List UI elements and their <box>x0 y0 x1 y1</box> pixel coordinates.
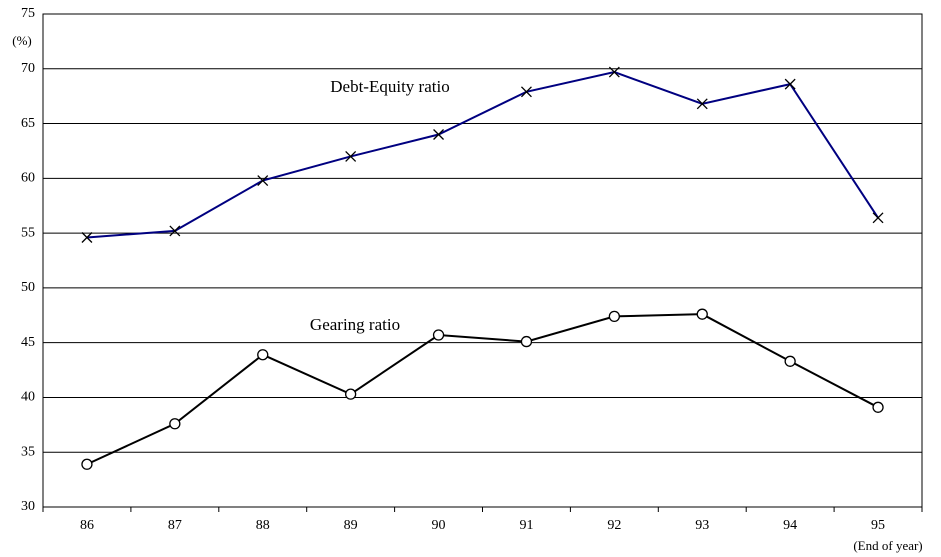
marker <box>345 150 357 162</box>
line <box>86 313 879 466</box>
marker <box>169 225 181 237</box>
marker <box>784 78 796 90</box>
marker <box>432 329 445 341</box>
x-tick-label: 88 <box>256 518 270 533</box>
marker <box>81 458 93 470</box>
y-tick-label: 45 <box>21 335 35 350</box>
y-tick-label: 50 <box>21 280 35 295</box>
line <box>86 71 879 239</box>
y-tick-label: 55 <box>21 225 35 240</box>
x-axis-label: (End of year) <box>853 538 922 553</box>
x-tick-label: 92 <box>607 518 621 533</box>
marker <box>344 388 357 400</box>
marker <box>608 66 620 78</box>
y-tick-label: 75 <box>21 6 35 21</box>
y-axis-label: (%) <box>12 33 32 48</box>
y-tick-label: 65 <box>21 116 35 131</box>
marker <box>169 418 181 430</box>
x-tick-label: 94 <box>783 518 797 533</box>
y-tick-label: 35 <box>21 444 35 459</box>
x-tick-label: 86 <box>80 518 94 533</box>
x-tick-label: 87 <box>168 518 182 533</box>
y-tick-label: 40 <box>21 390 35 405</box>
marker <box>433 129 445 140</box>
series-label: Gearing ratio <box>310 315 400 334</box>
x-tick-label: 91 <box>519 518 533 533</box>
x-tick-label: 93 <box>695 518 709 533</box>
marker <box>520 86 532 98</box>
marker <box>257 175 269 186</box>
marker <box>608 310 620 323</box>
x-tick-label: 89 <box>344 518 358 533</box>
marker <box>696 98 708 110</box>
marker <box>872 401 884 413</box>
y-tick-label: 30 <box>21 499 35 514</box>
marker <box>784 355 796 367</box>
x-tick-label: 95 <box>871 518 885 533</box>
marker <box>81 232 93 243</box>
marker <box>696 308 708 320</box>
x-tick-label: 90 <box>432 518 446 533</box>
series-label: Debt-Equity ratio <box>330 77 449 96</box>
marker <box>872 212 884 224</box>
y-tick-label: 60 <box>21 171 35 186</box>
y-tick-label: 70 <box>21 61 35 76</box>
plot-frame <box>42 13 923 508</box>
marker <box>520 335 533 348</box>
marker <box>257 349 269 361</box>
